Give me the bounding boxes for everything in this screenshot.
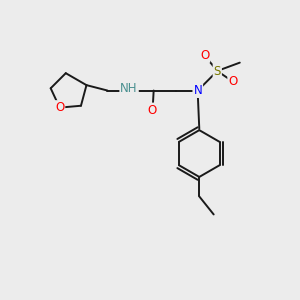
Text: O: O <box>55 101 64 114</box>
Text: N: N <box>194 84 202 97</box>
Text: O: O <box>228 75 238 88</box>
Text: S: S <box>214 64 221 77</box>
Text: O: O <box>200 49 209 62</box>
Text: NH: NH <box>120 82 138 94</box>
Text: O: O <box>148 103 157 116</box>
